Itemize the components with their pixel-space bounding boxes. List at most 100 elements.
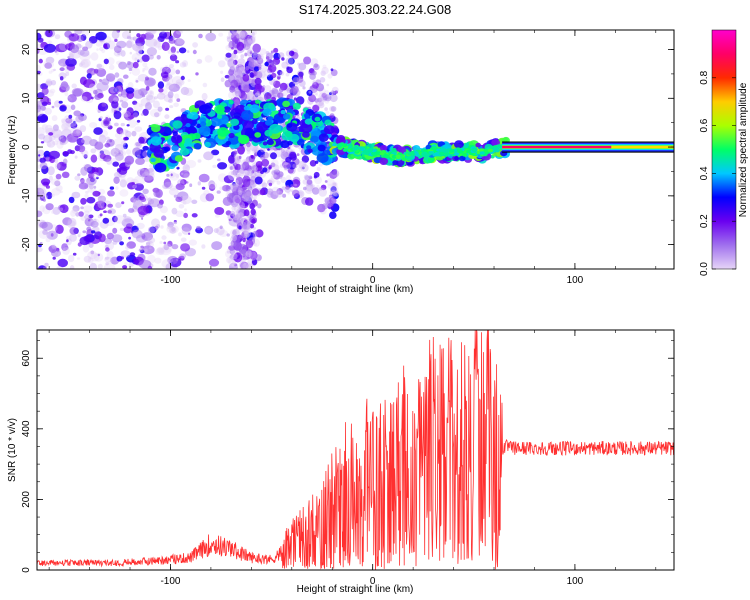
spectrogram-noise-blob <box>126 36 132 40</box>
spectrogram-noise-blob <box>242 73 250 82</box>
spectrogram-noise-blob <box>99 116 103 120</box>
spectrogram-noise-blob <box>183 212 189 219</box>
spectrogram-noise-blob <box>157 45 163 51</box>
spectrogram-noise-blob <box>173 221 178 225</box>
spectrogram-noise-blob <box>141 232 154 241</box>
spectrogram-noise-blob <box>89 262 97 269</box>
spectrogram-noise-blob <box>161 30 166 34</box>
spectrogram-noise-blob <box>252 43 261 53</box>
spectrogram-noise-blob <box>270 162 276 168</box>
spectrogram-noise-blob <box>312 90 318 96</box>
spectrogram-noise-blob <box>85 190 89 194</box>
spectrogram-signal-blob <box>428 150 435 155</box>
spectrogram-noise-blob <box>48 70 53 74</box>
spectrogram-noise-blob <box>225 52 232 58</box>
spectrogram-noise-blob <box>84 164 92 172</box>
spectrogram-noise-blob <box>121 101 129 109</box>
spectrogram-noise-blob <box>126 149 131 155</box>
spectrogram-noise-blob <box>43 134 53 143</box>
spectrogram-noise-blob <box>169 54 178 62</box>
spectrogram-signal-blob <box>243 120 255 130</box>
spectrogram-noise-blob <box>137 59 140 63</box>
spectrogram-noise-blob <box>115 85 122 94</box>
spectrogram-noise-blob <box>279 163 284 168</box>
spectrogram-noise-blob <box>91 230 96 234</box>
spectrogram-noise-blob <box>239 31 246 39</box>
spectrogram-x-tick-label: 100 <box>567 275 584 286</box>
spectrogram-signal-blob <box>302 131 310 138</box>
spectrogram-noise-blob <box>147 265 153 269</box>
spectrogram-noise-blob <box>330 184 339 193</box>
spectrogram-signal-blob <box>193 143 202 150</box>
spectrogram-noise-blob <box>212 164 217 168</box>
spectrogram-noise-blob <box>136 121 139 126</box>
spectrogram-noise-blob <box>132 61 139 69</box>
spectrogram-noise-blob <box>156 55 161 60</box>
spectrogram-noise-blob <box>244 229 252 238</box>
spectrogram-noise-blob <box>91 167 99 175</box>
spectrogram-noise-blob <box>293 97 297 101</box>
spectrogram-noise-blob <box>59 190 63 194</box>
spectrogram-signal-blob <box>439 151 445 156</box>
spectrogram-noise-blob <box>64 68 70 73</box>
spectrogram-noise-blob <box>319 163 323 167</box>
spectrogram-noise-blob <box>149 91 153 95</box>
spectrogram-noise-blob <box>140 113 144 116</box>
spectrogram-noise-blob <box>132 36 137 41</box>
spectrogram-noise-blob <box>86 73 92 79</box>
spectrogram-noise-blob <box>279 71 285 76</box>
spectrogram-signal-blob <box>258 136 265 141</box>
spectrogram-noise-blob <box>76 137 85 146</box>
spectrogram-signal-blob <box>358 146 364 150</box>
spectrogram-noise-blob <box>271 72 277 79</box>
spectrogram-noise-blob <box>277 173 283 179</box>
spectrogram-noise-blob <box>60 83 70 91</box>
spectrogram-noise-blob <box>40 141 45 144</box>
spectrogram-noise-blob <box>137 205 150 216</box>
spectrogram-noise-blob <box>94 141 104 150</box>
spectrogram-noise-blob <box>249 251 257 261</box>
spectrogram-noise-blob <box>78 62 83 67</box>
spectrogram-noise-blob <box>86 196 96 204</box>
spectrogram-noise-blob <box>114 229 117 232</box>
spectrogram-noise-blob <box>330 189 336 195</box>
spectrogram-noise-blob <box>178 204 185 209</box>
spectrogram-signal-blob <box>391 147 397 153</box>
spectrogram-signal-blob <box>264 129 273 137</box>
spectrogram-signal-blob <box>362 149 368 154</box>
spectrogram-signal-blob <box>456 148 462 152</box>
spectrogram-noise-blob <box>81 91 92 102</box>
spectrogram-noise-blob <box>308 94 316 103</box>
spectrogram-noise-blob <box>113 45 122 53</box>
spectrogram-noise-blob <box>138 259 152 269</box>
spectrogram-noise-blob <box>69 44 80 54</box>
spectrogram-noise-blob <box>205 193 215 202</box>
spectrogram-noise-blob <box>61 138 66 144</box>
spectrogram-noise-blob <box>163 181 173 190</box>
spectrogram-noise-blob <box>38 133 46 140</box>
spectrogram-noise-blob <box>114 38 118 43</box>
spectrogram-noise-blob <box>294 183 297 187</box>
spectrogram-noise-blob <box>87 186 96 193</box>
spectrogram-signal-blob <box>306 145 312 150</box>
spectrogram-signal-blob <box>217 127 229 137</box>
spectrogram-noise-blob <box>218 32 224 37</box>
spectrogram-noise-blob <box>285 57 294 66</box>
spectrogram-noise-blob <box>69 227 78 235</box>
spectrogram-noise-blob <box>169 185 177 191</box>
snr-y-tick-label: 600 <box>21 349 32 366</box>
spectrogram-noise-blob <box>83 154 88 159</box>
spectrogram-noise-blob <box>132 184 137 189</box>
spectrogram-noise-blob <box>161 235 167 240</box>
spectrogram-noise-blob <box>233 66 242 76</box>
spectrogram-noise-blob <box>286 66 293 74</box>
spectrogram-signal-blob <box>199 104 212 114</box>
spectrogram-noise-blob <box>310 85 313 89</box>
spectrogram-noise-blob <box>148 30 156 34</box>
spectrogram-noise-blob <box>144 66 149 71</box>
spectrogram-noise-blob <box>64 115 70 122</box>
spectrogram-noise-blob <box>175 69 181 75</box>
spectrogram-noise-blob <box>205 32 217 42</box>
spectrogram-noise-blob <box>59 86 67 93</box>
